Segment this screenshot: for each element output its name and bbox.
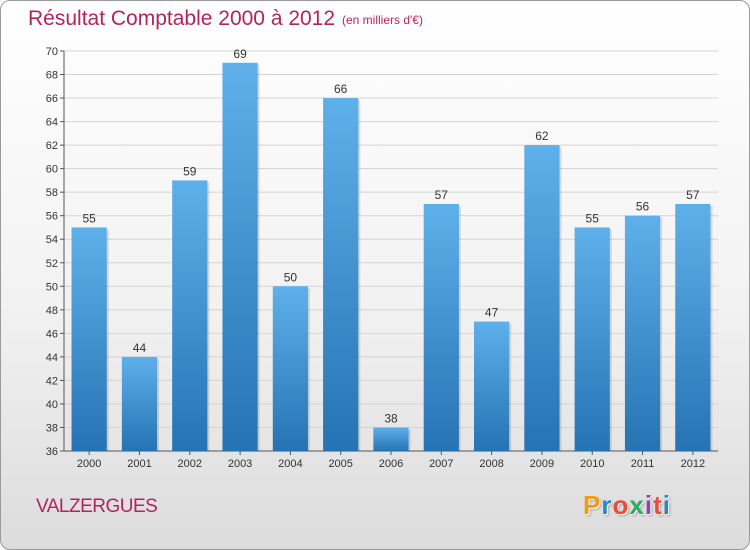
x-tick-label: 2007 — [429, 458, 453, 470]
y-tick-label: 58 — [46, 187, 58, 199]
y-tick-label: 70 — [46, 46, 58, 58]
y-tick-label: 40 — [46, 399, 58, 411]
logo-letter: x — [629, 490, 645, 520]
y-tick-label: 50 — [46, 281, 58, 293]
x-tick-label: 2004 — [278, 458, 302, 470]
logo-letter: r — [601, 490, 613, 520]
logo-letter: t — [653, 490, 663, 520]
data-label: 57 — [435, 188, 449, 202]
x-tick-label: 2011 — [631, 458, 655, 470]
proxiti-logo[interactable]: Proxiti — [583, 490, 671, 521]
x-tick-label: 2012 — [681, 458, 705, 470]
commune-name: VALZERGUES — [36, 496, 158, 517]
data-label: 66 — [334, 82, 348, 96]
y-tick-label: 52 — [46, 258, 58, 270]
data-label: 69 — [233, 47, 247, 61]
data-label: 59 — [183, 164, 197, 178]
data-label: 57 — [686, 188, 700, 202]
y-tick-label: 46 — [46, 328, 58, 340]
data-label: 55 — [586, 211, 600, 225]
bar — [675, 203, 711, 451]
bar — [71, 227, 107, 451]
data-label: 44 — [133, 341, 147, 355]
y-tick-label: 44 — [46, 352, 58, 364]
y-tick-label: 60 — [46, 164, 58, 176]
logo-letter: o — [612, 490, 630, 520]
data-label: 38 — [384, 411, 398, 425]
x-tick-label: 2010 — [580, 458, 604, 470]
y-tick-label: 56 — [46, 211, 58, 223]
bar — [373, 427, 409, 451]
x-tick-label: 2002 — [178, 458, 202, 470]
chart-subtitle: (en milliers d'€) — [342, 13, 423, 27]
logo-letter: P — [583, 490, 602, 520]
y-tick-label: 54 — [46, 234, 58, 246]
bar — [624, 215, 661, 451]
y-tick-label: 42 — [46, 375, 58, 387]
x-tick-label: 2009 — [530, 458, 554, 470]
y-tick-label: 48 — [46, 305, 58, 317]
logo-letter: i — [644, 490, 654, 520]
logo-letter: i — [662, 490, 671, 520]
x-tick-label: 2001 — [127, 458, 151, 470]
chart-title: Résultat Comptable 2000 à 2012 — [28, 7, 336, 30]
x-tick-label: 2006 — [379, 458, 403, 470]
y-tick-label: 66 — [46, 93, 58, 105]
bar — [474, 321, 510, 451]
bar — [323, 98, 359, 451]
bar — [121, 356, 158, 451]
data-label: 50 — [284, 270, 298, 284]
y-tick-label: 62 — [46, 140, 58, 152]
bar — [524, 145, 560, 451]
x-tick-label: 2000 — [77, 458, 101, 470]
x-tick-label: 2005 — [328, 458, 352, 470]
data-label: 62 — [535, 129, 549, 143]
data-label: 56 — [636, 200, 650, 214]
data-label: 55 — [82, 211, 96, 225]
y-tick-label: 36 — [46, 446, 58, 458]
x-tick-label: 2003 — [228, 458, 252, 470]
bar — [574, 227, 610, 451]
bar — [172, 180, 208, 452]
x-tick-label: 2008 — [479, 458, 503, 470]
bar — [423, 203, 459, 451]
bar — [272, 286, 308, 451]
y-tick-label: 38 — [46, 422, 58, 434]
data-label: 47 — [485, 306, 499, 320]
y-tick-label: 68 — [46, 70, 58, 82]
y-tick-label: 64 — [46, 117, 58, 129]
bar — [222, 62, 258, 451]
